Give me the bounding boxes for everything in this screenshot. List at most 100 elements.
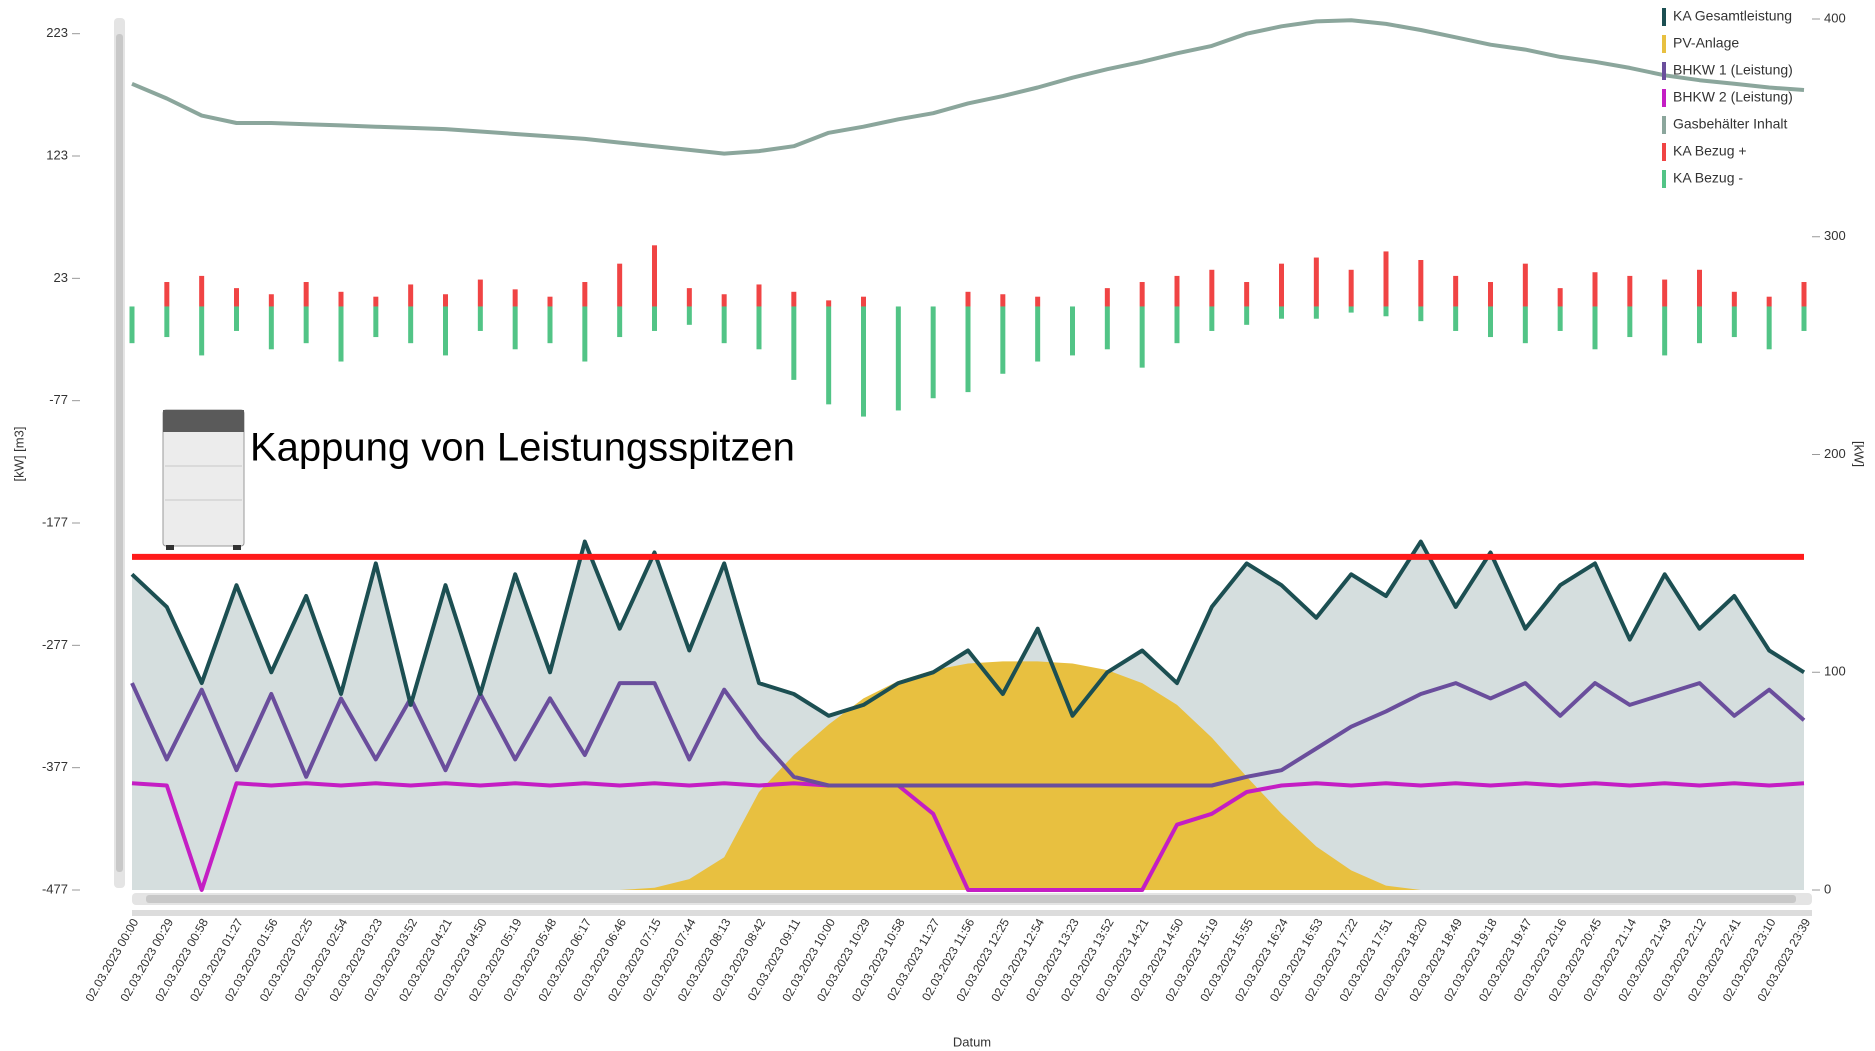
bar [1697,269,1702,307]
bar [477,306,483,331]
y2-tick-label: 300 [1824,228,1846,243]
bar [1104,306,1110,350]
bar [199,306,205,356]
y-axis-title: [kW] [m3] [11,427,26,482]
bar [1313,306,1319,319]
bar [1766,306,1772,350]
bar [1070,306,1075,356]
bar [791,291,797,307]
bar [164,282,170,307]
bar [652,306,657,331]
bar [1209,306,1215,331]
bar [756,284,762,307]
bar [756,306,762,350]
bar [1279,306,1284,319]
bar [443,294,448,307]
bar [199,275,205,307]
bar [930,306,936,399]
bar [1244,306,1250,325]
bar [1000,294,1006,307]
y2-tick-label: 0 [1824,881,1831,896]
bar [1662,279,1668,307]
bar [686,306,692,325]
bar [1627,275,1633,307]
range-band [132,910,1812,916]
bar [1557,306,1563,331]
bar [1104,288,1110,307]
bar [721,306,727,344]
bar [268,294,274,307]
legend-label: PV-Anlage [1673,35,1739,51]
bar [861,306,866,417]
bar [617,263,623,307]
bar [1348,269,1354,307]
bar [338,291,344,307]
annotation: Kappung von Leistungsspitzen [250,426,795,470]
bar [1557,288,1563,307]
legend-label: BHKW 1 (Leistung) [1673,62,1793,78]
bar [1731,291,1737,307]
legend-swatch [1662,143,1666,161]
bar [1488,306,1493,338]
legend-swatch [1662,8,1666,26]
bar [512,306,518,350]
bar [1453,306,1459,331]
bar [1801,282,1807,307]
bar [1418,306,1424,322]
x-axis-title: Datum [953,1034,991,1049]
bar [1313,257,1319,307]
bar [1035,306,1041,362]
line [130,539,1806,718]
line [131,18,1805,156]
h-scrollbar-thumb[interactable] [146,895,1796,903]
y-tick-label: 23 [54,270,68,285]
bar [373,296,379,307]
y2-tick-label: 400 [1824,10,1846,25]
legend-swatch [1662,35,1666,53]
bar [547,306,553,344]
line [131,781,1805,892]
bar [1279,263,1284,307]
bar [1697,306,1702,344]
bar [164,306,170,338]
legend-label: BHKW 2 (Leistung) [1673,89,1793,105]
bar [861,296,866,307]
bar [1209,269,1215,307]
bar [1592,306,1598,350]
bar [512,289,518,307]
legend-swatch [1662,62,1666,80]
y-tick-label: -77 [49,392,68,407]
bar [1662,306,1668,356]
y-tick-label: -477 [42,881,68,896]
legend-swatch [1662,89,1666,107]
bar [1522,306,1528,344]
bar [1418,259,1424,307]
bar [652,245,657,307]
battery-icon [162,409,245,550]
y-tick-label: 123 [46,147,68,162]
bar [1592,272,1598,307]
y-tick-label: -177 [42,514,68,529]
y-tick-label: -377 [42,759,68,774]
bar [1488,282,1493,307]
area [132,661,1804,890]
bar [721,294,727,307]
legend-swatch [1662,116,1666,134]
bar [129,306,135,344]
bar [547,296,553,307]
bar [303,282,309,307]
y-tick-label: 223 [46,25,68,40]
bar [477,279,483,307]
v-scrollbar-thumb[interactable] [116,34,123,872]
y-tick-label: -277 [42,637,68,652]
bar [443,306,448,356]
bar [582,282,588,307]
bar [1801,306,1807,331]
bar [234,288,239,307]
y2-tick-label: 200 [1824,446,1846,461]
bar [234,306,239,331]
bar [1139,306,1145,368]
bar [582,306,588,362]
bar [1139,282,1145,307]
